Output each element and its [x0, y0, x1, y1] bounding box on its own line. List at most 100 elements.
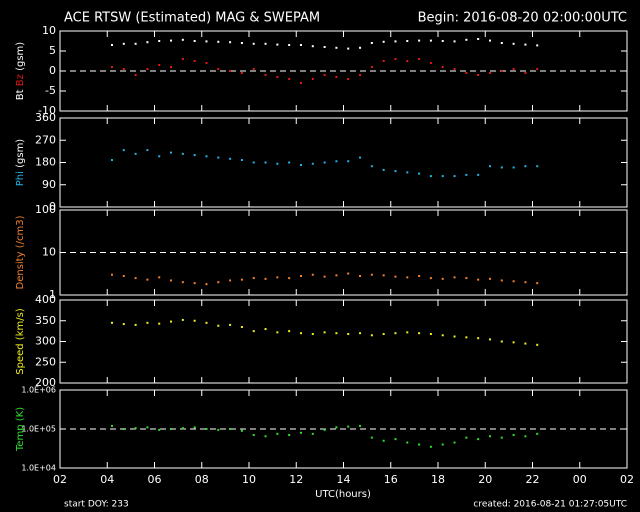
data-point	[146, 426, 149, 429]
data-point	[205, 283, 208, 286]
data-point	[347, 272, 350, 275]
y-axis-label: Phi (gsm)	[15, 139, 26, 187]
data-point	[264, 42, 267, 45]
data-point	[288, 434, 291, 437]
data-point	[170, 39, 173, 42]
data-point	[134, 277, 137, 280]
data-point	[406, 331, 409, 334]
data-point	[134, 42, 137, 45]
x-tick-label: 18	[431, 473, 445, 486]
y-tick-label: 350	[35, 314, 56, 327]
data-point	[205, 62, 208, 64]
data-point	[394, 438, 397, 441]
data-point	[406, 441, 409, 444]
x-tick-label: 04	[100, 473, 114, 486]
data-point	[465, 38, 468, 41]
x-tick-label: 10	[242, 473, 256, 486]
data-point	[323, 46, 326, 48]
data-point	[158, 64, 161, 66]
data-point	[441, 334, 444, 337]
data-point	[429, 277, 432, 280]
data-point	[181, 38, 184, 41]
data-point	[382, 40, 385, 43]
data-point	[229, 323, 232, 326]
data-point	[347, 425, 350, 428]
data-point	[288, 330, 291, 333]
data-point	[134, 152, 137, 155]
data-point	[311, 162, 314, 165]
data-point	[193, 60, 196, 62]
data-point	[500, 340, 503, 343]
begin-time: Begin: 2016-08-20 02:00:00UTC	[418, 11, 627, 26]
data-point	[370, 42, 373, 44]
data-point	[229, 279, 232, 282]
x-tick-label: 06	[148, 473, 162, 486]
data-point	[193, 426, 196, 429]
data-point	[276, 76, 279, 78]
data-point	[335, 332, 338, 335]
data-point	[264, 161, 267, 164]
data-point	[240, 72, 243, 74]
data-point	[382, 60, 385, 62]
data-point	[347, 78, 350, 80]
data-point	[240, 429, 243, 432]
data-point	[359, 274, 362, 277]
data-point	[347, 47, 350, 50]
data-point	[193, 282, 196, 285]
data-point	[335, 160, 338, 163]
data-point	[110, 159, 113, 162]
data-point	[465, 336, 468, 339]
data-point	[323, 331, 326, 334]
y-tick-label: 1.0E+04	[21, 464, 56, 473]
data-point	[229, 41, 232, 44]
data-point	[394, 58, 397, 60]
data-point	[418, 172, 421, 175]
x-tick-label: 08	[195, 473, 209, 486]
data-point	[429, 175, 432, 178]
data-point	[465, 277, 468, 280]
data-point	[536, 282, 539, 285]
data-point	[512, 68, 515, 70]
data-point	[252, 434, 255, 437]
data-point	[264, 74, 267, 76]
data-point	[252, 330, 255, 333]
data-point	[193, 40, 196, 42]
data-point	[217, 281, 220, 284]
x-tick-label: 16	[384, 473, 398, 486]
data-point	[524, 342, 527, 345]
panel-frame	[59, 117, 628, 208]
legend-entry: Phi	[15, 171, 26, 186]
data-point	[181, 58, 184, 60]
data-point	[299, 431, 302, 434]
data-point	[311, 45, 314, 48]
data-point	[359, 46, 362, 49]
data-point	[536, 432, 539, 435]
data-point	[170, 66, 173, 68]
data-point	[158, 428, 161, 431]
data-point	[288, 161, 291, 164]
data-point	[193, 319, 196, 322]
x-tick-label: 02	[53, 473, 67, 486]
data-point	[441, 175, 444, 178]
data-point	[453, 441, 456, 444]
data-point	[453, 68, 456, 70]
data-point	[146, 321, 149, 324]
data-point	[512, 42, 515, 45]
chart-title: ACE RTSW (Estimated) MAG & SWEPAM	[64, 11, 320, 26]
data-point	[477, 278, 480, 281]
data-point	[240, 42, 243, 44]
data-point	[276, 432, 279, 435]
data-point	[536, 343, 539, 346]
data-point	[370, 165, 373, 168]
x-tick-label: 00	[573, 473, 587, 486]
data-point	[406, 60, 409, 62]
data-point	[288, 277, 291, 280]
legend-entry: Speed	[15, 343, 26, 374]
y-tick-label: 0	[49, 64, 56, 77]
y-tick-label: 1.0E+06	[21, 386, 56, 395]
y-tick-label: 10	[42, 24, 56, 37]
data-point	[110, 424, 113, 427]
data-point	[122, 428, 125, 430]
data-point	[158, 40, 161, 42]
y-axis-label: Density (/cm3)	[15, 215, 26, 289]
